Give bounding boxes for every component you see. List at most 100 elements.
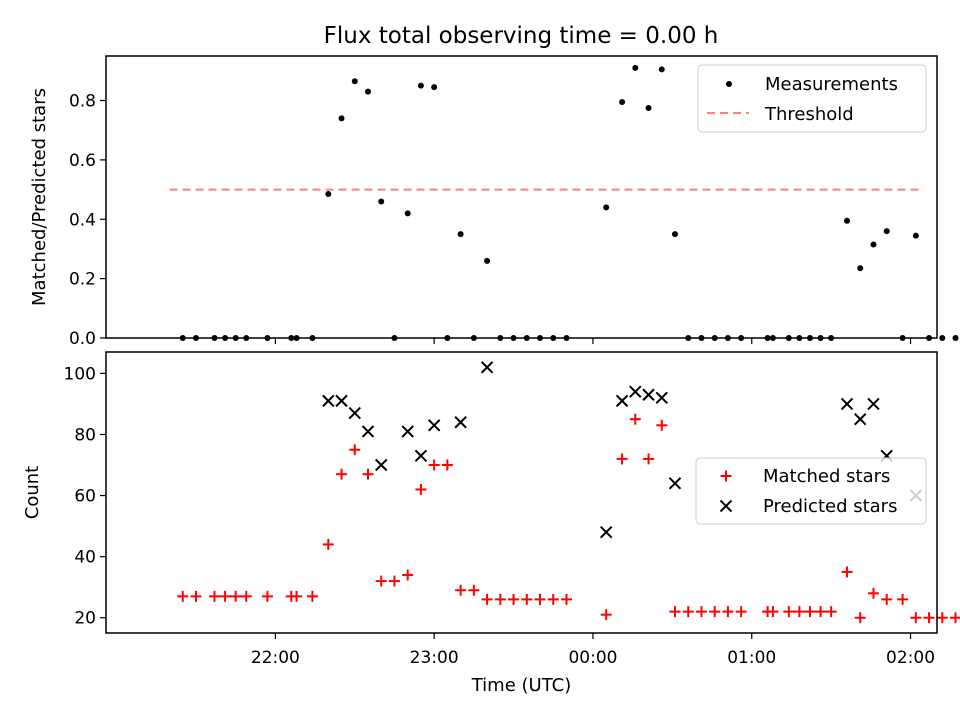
matched-star-point [815, 606, 827, 618]
top-legend: Measurements Threshold [697, 64, 927, 133]
matched-star-point [468, 584, 480, 596]
matched-star-point [349, 444, 361, 456]
matched-star-point [936, 612, 948, 624]
matched-star-point [415, 483, 427, 495]
matched-star-point [793, 606, 805, 618]
matched-star-point [508, 593, 520, 605]
predicted-star-point-b [840, 397, 854, 411]
matched-star-point [600, 609, 612, 621]
predicted-star-point-b [854, 412, 867, 426]
measurement-point [378, 198, 385, 205]
matched-star-point [881, 593, 893, 605]
bottom-plot-ytick-label: 80 [74, 425, 96, 445]
bottom-plot-xtick-label: 00:00 [568, 648, 617, 668]
matched-star-point [375, 575, 387, 587]
legend-threshold-label: Threshold [764, 104, 854, 125]
predicted-star-point-b [454, 416, 467, 429]
predicted-star-point [414, 449, 428, 463]
top-plot-ytick-label: 0.0 [69, 329, 96, 349]
legend-predicted-marker-b [719, 499, 733, 513]
bottom-plot-xtick-label: 22:00 [251, 648, 300, 668]
matched-star-point [923, 612, 935, 624]
bottom-plot-ytick-label: 100 [64, 364, 96, 384]
matched-star-point [362, 468, 374, 480]
predicted-star-point-b [642, 388, 655, 401]
matched-star-point [481, 593, 493, 605]
predicted-star-point-b [348, 406, 361, 420]
matched-star-point [230, 590, 242, 602]
predicted-star-point-b [322, 394, 335, 408]
bottom-plot-xtick-label: 01:00 [727, 648, 776, 668]
bottom-plot-area: 20 40 60 80 100 22:00 23:00 00:00 01:00 02:00 Coun… [22, 351, 960, 696]
measurement-point [632, 64, 639, 71]
measurement-point [325, 191, 332, 198]
matched-star-point [455, 584, 467, 596]
top-plot-area: 0.0 0.2 0.4 0.6 0.8 Matched/Predicted stars Me… [29, 55, 959, 349]
matched-star-point [261, 590, 273, 602]
matched-star-point [897, 593, 909, 605]
matched-star-point [521, 593, 533, 605]
predicted-star-point-b [599, 525, 613, 539]
matched-star-point [656, 419, 668, 431]
matched-star-point [291, 590, 303, 602]
measurement-point [404, 210, 411, 217]
matched-star-point [240, 590, 252, 602]
matched-star-point [190, 590, 202, 602]
measurement-point [671, 231, 678, 238]
measurement-point [658, 66, 665, 73]
predicted-star-point-b [867, 397, 880, 411]
top-plot-ytick-label: 0.8 [69, 92, 96, 112]
top-legend-box [697, 64, 927, 133]
legend-predicted-label: Predicted stars [763, 496, 897, 517]
measurement-point [912, 232, 919, 239]
matched-star-point [322, 538, 334, 550]
top-plot-ytick-label: 0.4 [69, 210, 96, 230]
measurement-point [857, 265, 864, 272]
predicted-star-point [629, 385, 642, 398]
matched-star-point [804, 606, 816, 618]
matched-star-point [854, 612, 866, 624]
matched-star-point [910, 612, 922, 624]
matched-star-point [629, 413, 641, 425]
matched-star-point [695, 606, 707, 618]
measurement-point [351, 78, 358, 85]
matched-star-point [177, 590, 189, 602]
predicted-star-point-b [427, 419, 441, 432]
measurement-point [484, 257, 491, 264]
predicted-star-point [348, 406, 361, 420]
measurement-point [844, 217, 851, 224]
predicted-star-point [361, 425, 375, 438]
measurement-point [338, 115, 345, 122]
bottom-xlabel: Time (UTC) [471, 675, 572, 696]
measurement-point [939, 335, 946, 341]
predicted-star-point [375, 458, 388, 472]
bottom-plot-xtick-label: 23:00 [410, 648, 459, 668]
legend-measurements-marker [726, 81, 732, 87]
measurement-point [883, 228, 890, 235]
chart-title: Flux total observing time = 0.00 h [324, 23, 719, 49]
matched-star-point [682, 606, 694, 618]
measurement-point [417, 82, 424, 89]
measurement-point [457, 231, 464, 238]
matched-star-point [336, 468, 348, 480]
matched-star-point [428, 459, 440, 471]
measurement-point [870, 241, 877, 248]
measurement-point [431, 84, 438, 91]
matched-star-point [867, 587, 879, 599]
legend-predicted-marker [719, 499, 733, 513]
predicted-star-point [401, 425, 414, 438]
predicted-star-point [599, 525, 613, 539]
matched-star-point [767, 606, 779, 618]
matched-star-point [534, 593, 546, 605]
predicted-star-point [322, 394, 335, 408]
predicted-star-point-b [480, 361, 494, 374]
legend-measurements-label: Measurements [765, 74, 898, 95]
predicted-star-point-b [401, 425, 414, 438]
predicted-star-point [655, 391, 668, 405]
measurement-point [645, 104, 652, 111]
matched-star-point [616, 453, 628, 465]
predicted-star-point [854, 412, 867, 426]
matched-star-point [547, 593, 559, 605]
matched-star-point [709, 606, 721, 618]
